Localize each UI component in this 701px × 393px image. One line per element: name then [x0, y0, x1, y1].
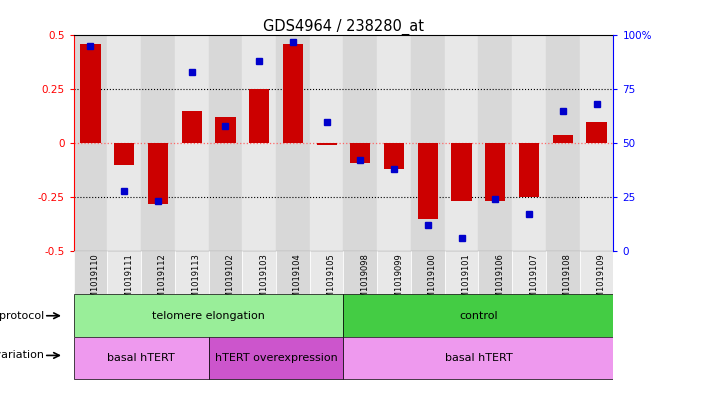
- Bar: [283, 44, 303, 143]
- Bar: [107, 251, 141, 294]
- Bar: [310, 251, 343, 294]
- Bar: [546, 35, 580, 251]
- Text: telomere elongation: telomere elongation: [152, 311, 265, 321]
- Bar: [182, 111, 202, 143]
- Text: GSM1019111: GSM1019111: [124, 253, 133, 309]
- Text: control: control: [459, 311, 498, 321]
- Bar: [209, 35, 243, 251]
- Bar: [343, 294, 613, 337]
- Bar: [209, 337, 343, 379]
- Text: GSM1019104: GSM1019104: [293, 253, 302, 309]
- Bar: [141, 35, 175, 251]
- Bar: [377, 251, 411, 294]
- Bar: [215, 118, 236, 143]
- Bar: [478, 251, 512, 294]
- Text: GSM1019098: GSM1019098: [360, 253, 369, 309]
- Text: GSM1019099: GSM1019099: [394, 253, 403, 309]
- Bar: [81, 44, 101, 143]
- Bar: [249, 89, 269, 143]
- Bar: [580, 251, 613, 294]
- Text: basal hTERT: basal hTERT: [107, 353, 175, 363]
- Bar: [384, 143, 404, 169]
- Bar: [343, 337, 613, 379]
- Bar: [411, 251, 444, 294]
- Text: GSM1019102: GSM1019102: [226, 253, 234, 309]
- Bar: [552, 134, 573, 143]
- Bar: [209, 251, 243, 294]
- Text: GSM1019109: GSM1019109: [597, 253, 606, 309]
- Text: GSM1019103: GSM1019103: [259, 253, 268, 309]
- Bar: [411, 35, 444, 251]
- Text: GSM1019113: GSM1019113: [191, 253, 200, 309]
- Bar: [546, 251, 580, 294]
- Bar: [485, 143, 505, 202]
- Bar: [343, 35, 377, 251]
- Bar: [478, 35, 512, 251]
- Bar: [114, 143, 135, 165]
- Bar: [512, 35, 546, 251]
- Bar: [451, 143, 472, 202]
- Text: basal hTERT: basal hTERT: [444, 353, 512, 363]
- Text: GSM1019100: GSM1019100: [428, 253, 437, 309]
- Bar: [343, 251, 377, 294]
- Bar: [444, 35, 478, 251]
- Bar: [586, 122, 606, 143]
- Bar: [175, 35, 209, 251]
- Text: GSM1019112: GSM1019112: [158, 253, 167, 309]
- Text: GSM1019107: GSM1019107: [529, 253, 538, 309]
- Bar: [148, 143, 168, 204]
- Bar: [276, 35, 310, 251]
- Bar: [74, 294, 343, 337]
- Bar: [74, 337, 209, 379]
- Bar: [107, 35, 141, 251]
- Text: genotype/variation: genotype/variation: [0, 351, 44, 360]
- Text: GSM1019106: GSM1019106: [496, 253, 504, 309]
- Bar: [141, 251, 175, 294]
- Bar: [580, 35, 613, 251]
- Bar: [350, 143, 370, 163]
- Text: hTERT overexpression: hTERT overexpression: [215, 353, 337, 363]
- Bar: [276, 251, 310, 294]
- Bar: [243, 251, 276, 294]
- Bar: [74, 35, 107, 251]
- Bar: [310, 35, 343, 251]
- Bar: [243, 35, 276, 251]
- Text: GSM1019105: GSM1019105: [327, 253, 336, 309]
- Bar: [418, 143, 438, 219]
- Bar: [444, 251, 478, 294]
- Title: GDS4964 / 238280_at: GDS4964 / 238280_at: [263, 19, 424, 35]
- Bar: [377, 35, 411, 251]
- Bar: [74, 251, 107, 294]
- Bar: [512, 251, 546, 294]
- Bar: [175, 251, 209, 294]
- Text: GSM1019101: GSM1019101: [461, 253, 470, 309]
- Text: protocol: protocol: [0, 311, 44, 321]
- Text: GSM1019108: GSM1019108: [563, 253, 572, 309]
- Text: GSM1019110: GSM1019110: [90, 253, 100, 309]
- Bar: [519, 143, 539, 197]
- Bar: [316, 143, 336, 145]
